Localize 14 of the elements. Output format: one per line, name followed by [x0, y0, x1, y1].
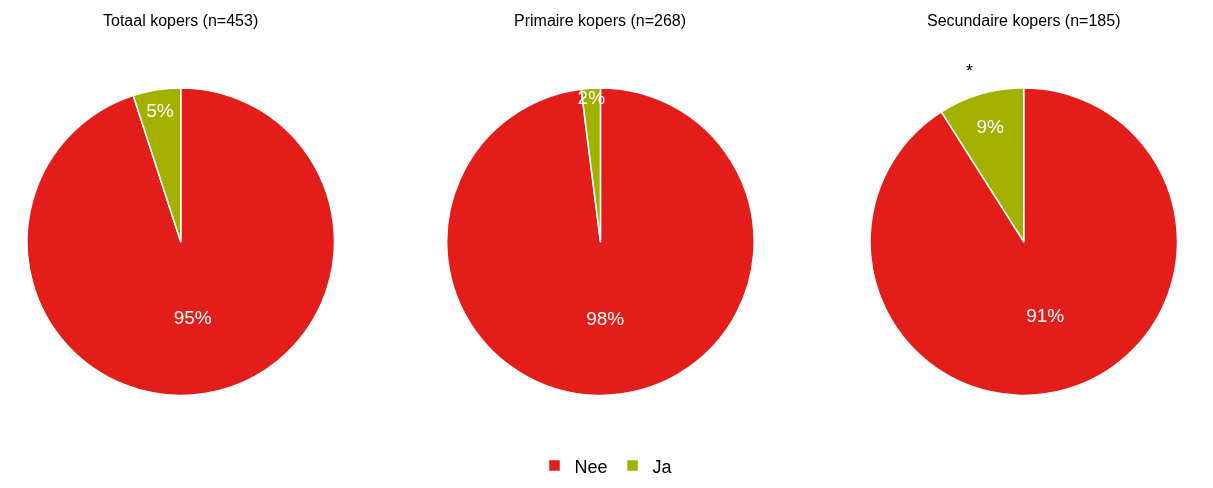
chart-title: Totaal kopers (n=453) [103, 12, 259, 29]
data-label: 5% [146, 99, 174, 121]
legend-label: Ja [652, 456, 673, 477]
data-label: 91% [1026, 304, 1065, 326]
pie-slice [869, 87, 1179, 397]
chart-title: Primaire kopers (n=268) [514, 12, 687, 29]
pie-slice [446, 87, 755, 396]
data-label: 95% [173, 307, 212, 329]
data-label: 9% [976, 115, 1005, 137]
data-label: 98% [586, 307, 625, 329]
pie-slice [26, 87, 336, 397]
text: * [966, 61, 974, 81]
legend-label: Nee [574, 456, 608, 477]
chart-title: Secundaire kopers (n=185) [927, 12, 1121, 29]
